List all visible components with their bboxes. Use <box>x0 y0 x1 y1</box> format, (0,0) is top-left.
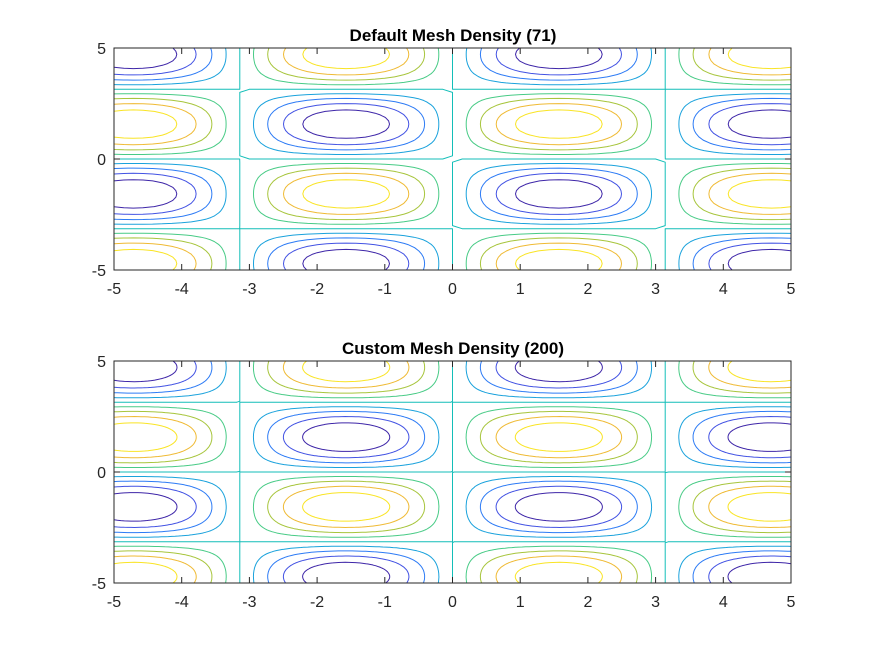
x-tick-label: -2 <box>310 281 324 298</box>
x-tick-label: -1 <box>378 281 392 298</box>
x-tick-label: -3 <box>242 281 256 298</box>
contour-lines <box>113 47 792 271</box>
contour-level-2 <box>113 360 792 584</box>
x-tick-label: -5 <box>107 594 121 611</box>
x-tick-label: 3 <box>651 594 660 611</box>
axis-ticks: -5 -4 -3 -2 -1 0 1 2 3 4 5 -5 0 5 <box>92 41 796 298</box>
x-tick-label: -3 <box>242 594 256 611</box>
x-tick-label: -1 <box>378 594 392 611</box>
contour-level-4 <box>113 360 792 584</box>
contour-level-7 <box>113 360 792 584</box>
x-tick-label: 1 <box>516 594 525 611</box>
chart-title: Default Mesh Density (71) <box>350 26 557 45</box>
x-tick-label: -5 <box>107 281 121 298</box>
contour-level-7 <box>113 47 792 271</box>
subplot-custom-mesh: Custom Mesh Density (200) -5 -4 -3 -2 -1 0 1 2 3… <box>92 339 796 611</box>
contour-level-8 <box>113 47 792 271</box>
contour-level-3 <box>113 47 792 271</box>
contour-level-3 <box>113 360 792 584</box>
x-tick-label: -4 <box>175 594 189 611</box>
x-tick-label: 2 <box>583 281 592 298</box>
contour-level-5 <box>113 360 792 584</box>
x-tick-label: 4 <box>719 281 728 298</box>
y-tick-label: 5 <box>97 41 106 58</box>
contour-level-8 <box>113 360 792 584</box>
x-tick-label: -2 <box>310 594 324 611</box>
y-tick-label: -5 <box>92 576 106 593</box>
y-tick-label: 5 <box>97 354 106 371</box>
subplot-default-mesh: Default Mesh Density (71) -5 -4 -3 -2 -1 0 1 2 3… <box>92 26 796 298</box>
contour-level-2 <box>113 47 792 271</box>
axis-ticks: -5 -4 -3 -2 -1 0 1 2 3 4 5 -5 0 5 <box>92 354 796 611</box>
x-tick-label: 4 <box>719 594 728 611</box>
contour-level-0 <box>113 47 792 271</box>
y-tick-label: 0 <box>97 152 106 169</box>
x-tick-label: 5 <box>787 594 796 611</box>
y-tick-label: -5 <box>92 263 106 280</box>
x-tick-label: 2 <box>583 594 592 611</box>
contour-level-1 <box>113 360 792 584</box>
x-tick-label: 5 <box>787 281 796 298</box>
contour-level-5 <box>113 47 792 271</box>
contour-level-4 <box>113 47 792 271</box>
y-tick-label: 0 <box>97 465 106 482</box>
x-tick-label: 3 <box>651 281 660 298</box>
contour-level-1 <box>113 47 792 271</box>
x-tick-label: 0 <box>448 594 457 611</box>
x-tick-label: 0 <box>448 281 457 298</box>
x-tick-label: 1 <box>516 281 525 298</box>
contour-lines <box>113 360 792 584</box>
contour-level-6 <box>113 360 792 584</box>
x-tick-label: -4 <box>175 281 189 298</box>
contour-level-0 <box>113 360 792 584</box>
chart-title: Custom Mesh Density (200) <box>342 339 564 358</box>
